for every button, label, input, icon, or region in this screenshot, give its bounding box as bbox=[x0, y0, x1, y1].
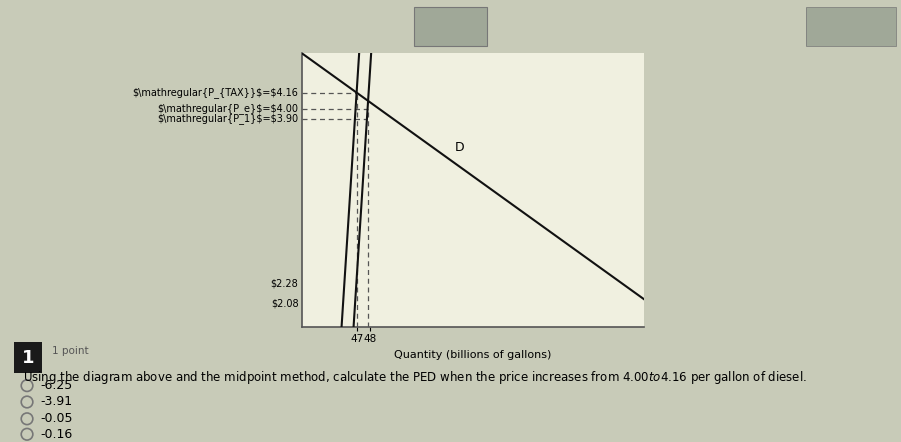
Text: -3.91: -3.91 bbox=[41, 395, 73, 408]
Text: -0.05: -0.05 bbox=[41, 412, 73, 425]
Text: 1: 1 bbox=[22, 349, 34, 366]
Text: Ret: Ret bbox=[833, 20, 854, 34]
Text: D: D bbox=[454, 141, 464, 154]
Text: -6.25: -6.25 bbox=[41, 379, 73, 392]
Text: $\mathregular{P_e}$=$4.00: $\mathregular{P_e}$=$4.00 bbox=[158, 103, 298, 114]
Text: $2.28: $2.28 bbox=[270, 278, 298, 289]
Text: $\mathregular{P_{TAX}}$=$4.16: $\mathregular{P_{TAX}}$=$4.16 bbox=[132, 87, 298, 98]
Text: $2.08: $2.08 bbox=[271, 299, 298, 309]
X-axis label: Quantity (billions of gallons): Quantity (billions of gallons) bbox=[395, 350, 551, 360]
Text: -0.16: -0.16 bbox=[41, 427, 73, 441]
Text: 1 point: 1 point bbox=[52, 347, 89, 356]
Text: Using the diagram above and the midpoint method, calculate the PED when the pric: Using the diagram above and the midpoint… bbox=[23, 369, 806, 386]
Text: $\mathregular{P_1}$=$3.90: $\mathregular{P_1}$=$3.90 bbox=[158, 114, 298, 125]
